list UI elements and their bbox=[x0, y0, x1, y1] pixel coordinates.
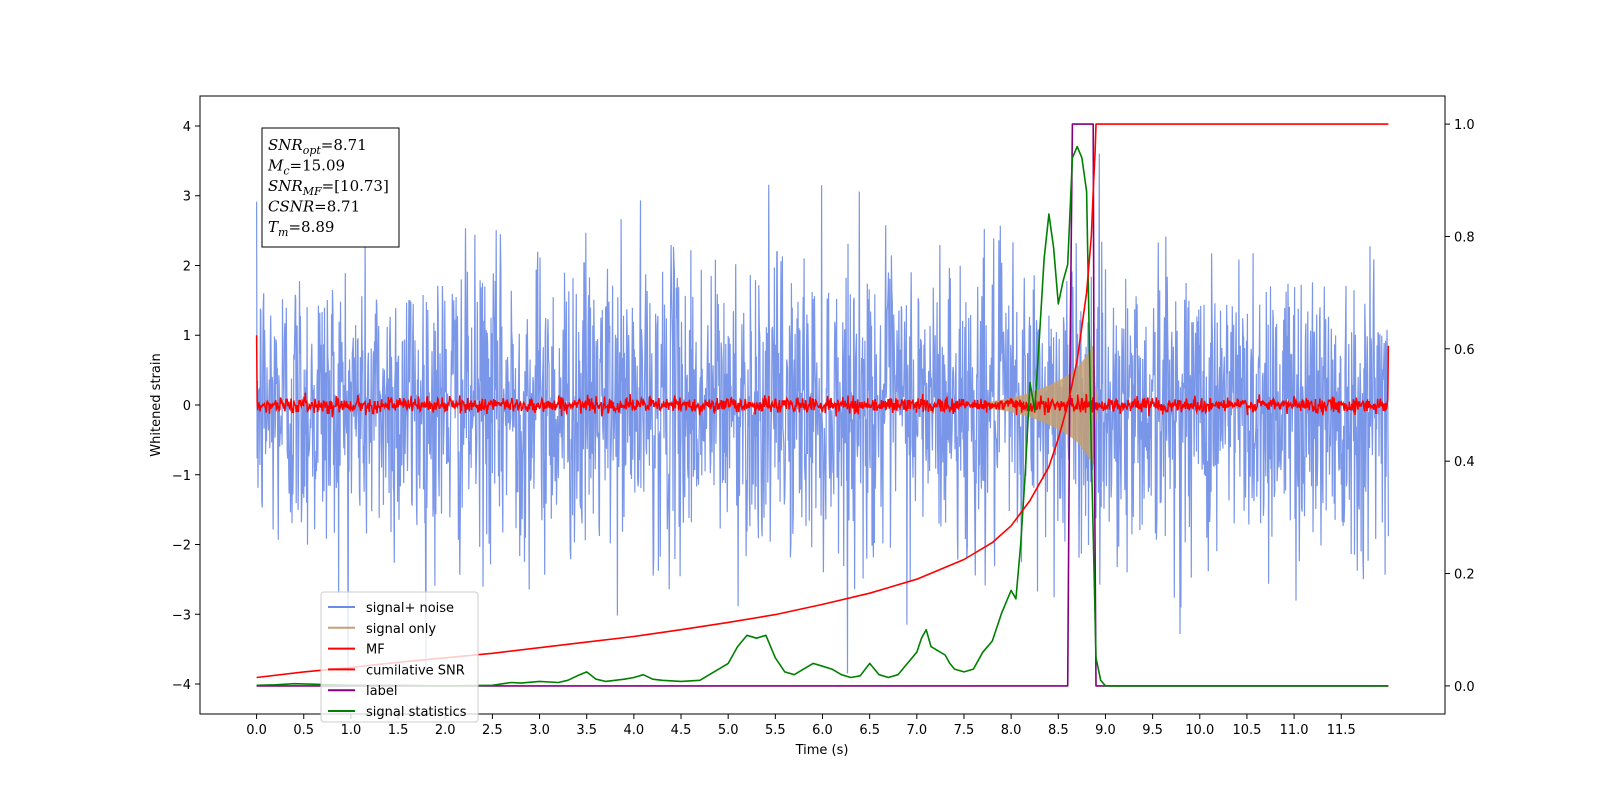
x-tick-label: 4.5 bbox=[671, 723, 692, 738]
annotation-line: Mc=15.09 bbox=[267, 157, 345, 178]
annotation-line: SNRMF=[10.73] bbox=[268, 177, 389, 198]
x-tick-label: 6.5 bbox=[859, 723, 880, 738]
y-left-tick-label: −1 bbox=[172, 469, 191, 484]
y-right-tick-label: 1.0 bbox=[1454, 118, 1475, 133]
legend-entry: signal only bbox=[366, 622, 436, 637]
x-tick-label: 7.0 bbox=[906, 723, 927, 738]
series-mf bbox=[255, 335, 1390, 418]
x-tick-label: 10.5 bbox=[1232, 723, 1261, 738]
y-axis-left: 4 3 2 1 0 −1 −2 −3 −4 bbox=[172, 120, 200, 693]
y-left-tick-label: 2 bbox=[183, 259, 191, 274]
series-signal-noise bbox=[256, 153, 1390, 674]
annotation-line: CSNR=8.71 bbox=[268, 198, 360, 216]
x-tick-label: 6.0 bbox=[812, 723, 833, 738]
series-signal-only bbox=[972, 345, 1099, 465]
legend-entry: signal+ noise bbox=[366, 601, 454, 616]
y-right-tick-label: 0.0 bbox=[1454, 680, 1475, 695]
annotation-frame bbox=[261, 127, 400, 248]
x-axis-label: Time (s) bbox=[795, 743, 849, 758]
legend-entry: cumilative SNR bbox=[366, 663, 465, 678]
y-axis-label-left: Whitened strain bbox=[149, 353, 164, 456]
x-tick-label: 3.0 bbox=[529, 723, 550, 738]
legend: signal+ noise signal only MF cumilative SNR… bbox=[320, 591, 479, 723]
y-right-tick-label: 0.4 bbox=[1454, 455, 1475, 470]
x-tick-label: 3.5 bbox=[576, 723, 597, 738]
x-tick-label: 11.5 bbox=[1327, 723, 1356, 738]
y-right-tick-label: 0.8 bbox=[1454, 230, 1475, 245]
x-tick-label: 11.0 bbox=[1280, 723, 1309, 738]
x-tick-label: 8.5 bbox=[1048, 723, 1069, 738]
x-tick-label: 2.0 bbox=[435, 723, 456, 738]
x-tick-label: 10.0 bbox=[1185, 723, 1214, 738]
y-left-tick-label: 4 bbox=[183, 120, 191, 135]
x-tick-label: 9.0 bbox=[1095, 723, 1116, 738]
x-tick-label: 5.5 bbox=[765, 723, 786, 738]
y-left-tick-label: 0 bbox=[183, 399, 191, 414]
x-tick-label: 7.5 bbox=[954, 723, 975, 738]
x-tick-label: 1.0 bbox=[341, 723, 362, 738]
x-tick-label: 0.0 bbox=[246, 723, 267, 738]
annotation-box: SNRopt=8.71Mc=15.09SNRMF=[10.73]CSNR=8.7… bbox=[261, 127, 400, 248]
x-tick-label: 8.0 bbox=[1001, 723, 1022, 738]
y-left-tick-label: 3 bbox=[183, 190, 191, 205]
x-tick-label: 0.5 bbox=[293, 723, 314, 738]
y-right-tick-label: 0.2 bbox=[1454, 568, 1475, 583]
y-axis-right: 1.0 0.8 0.6 0.4 0.2 0.0 bbox=[1445, 118, 1475, 695]
legend-frame bbox=[320, 591, 479, 723]
x-tick-label: 4.0 bbox=[624, 723, 645, 738]
series-layer bbox=[255, 123, 1390, 687]
legend-entry: MF bbox=[366, 643, 385, 658]
x-tick-label: 9.5 bbox=[1142, 723, 1163, 738]
series-signal-statistics bbox=[256, 145, 1389, 687]
y-left-tick-label: −3 bbox=[172, 608, 191, 623]
x-tick-label: 1.5 bbox=[388, 723, 409, 738]
annotation-line: Tm=8.89 bbox=[268, 218, 334, 239]
x-tick-label: 2.5 bbox=[482, 723, 503, 738]
y-left-tick-label: −2 bbox=[172, 539, 191, 554]
y-left-tick-label: −4 bbox=[172, 678, 191, 693]
x-tick-label: 5.0 bbox=[718, 723, 739, 738]
annotation-line: SNRopt=8.71 bbox=[268, 136, 367, 157]
y-left-tick-label: 1 bbox=[183, 329, 191, 344]
legend-entry: label bbox=[366, 684, 397, 699]
legend-entry: signal statistics bbox=[366, 705, 467, 720]
x-axis: 0.0 0.5 1.0 1.5 2.0 2.5 3.0 3.5 4.0 4.5 5.0 5.5 6.0 6… bbox=[246, 714, 1356, 738]
y-right-tick-label: 0.6 bbox=[1454, 343, 1475, 358]
